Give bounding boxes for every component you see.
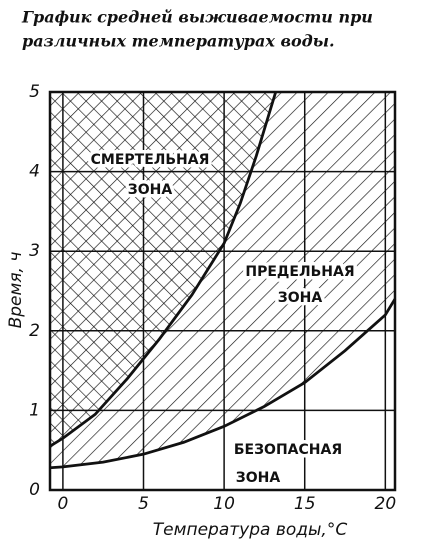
- x-tick-label: 0: [57, 494, 68, 514]
- y-tick-label: 1: [29, 400, 40, 420]
- x-axis-label: Температура воды,°С: [153, 520, 348, 540]
- y-tick-label: 5: [29, 82, 40, 102]
- zone-label: ЗОНА: [236, 470, 281, 486]
- y-tick-label: 2: [29, 321, 40, 341]
- x-tick-label: 5: [138, 494, 149, 514]
- lethal-zone-cross: [50, 92, 276, 447]
- zone-label: БЕЗОПАСНАЯ: [234, 442, 342, 458]
- curve: [49, 298, 397, 470]
- y-tick-label: 4: [29, 162, 40, 182]
- zone-label: ЗОНА: [278, 290, 323, 306]
- zone-label: ЗОНА: [128, 182, 173, 198]
- y-tick-label: 3: [29, 241, 40, 261]
- x-tick-label: 10: [213, 494, 235, 514]
- y-tick-label: 0: [29, 480, 40, 500]
- curve: [49, 91, 278, 448]
- x-tick-label: 20: [375, 494, 397, 514]
- zone-label: ПРЕДЕЛЬНАЯ: [245, 264, 354, 280]
- chart-title: различных температурах воды.: [22, 32, 335, 51]
- y-axis-label: Время, ч: [6, 252, 26, 329]
- x-tick-label: 15: [294, 494, 316, 514]
- limit-zone: [50, 92, 395, 468]
- zone-label: СМЕРТЕЛЬНАЯ: [91, 152, 210, 168]
- chart-title: График средней выживаемости при: [21, 8, 373, 27]
- plot-frame: [48, 90, 397, 492]
